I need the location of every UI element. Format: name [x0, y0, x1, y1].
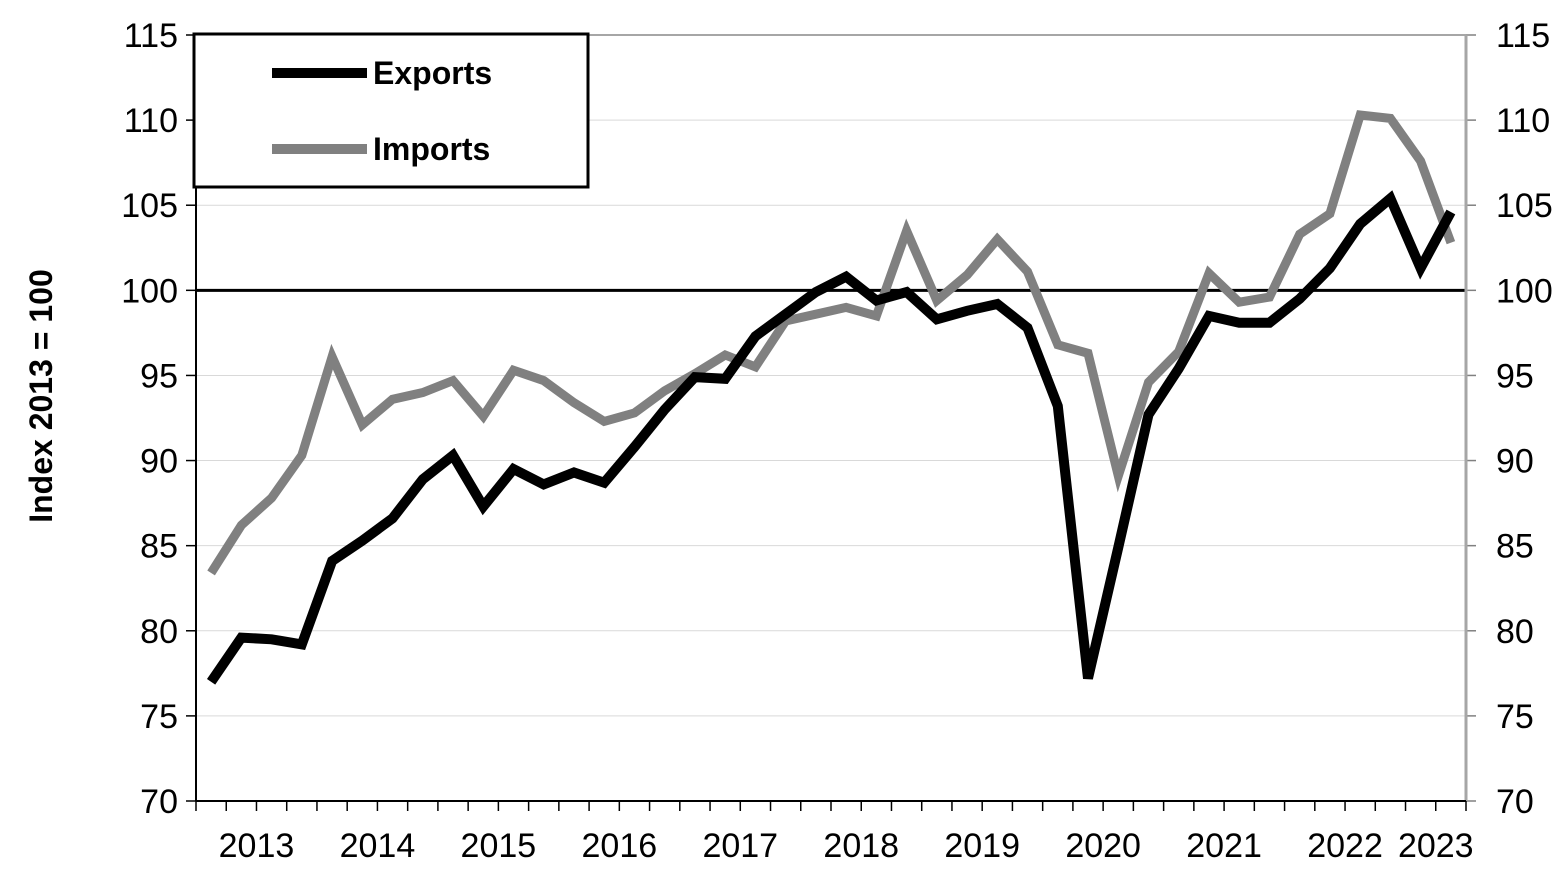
x-tick-label: 2016: [582, 827, 658, 865]
y-tick-label: 90: [140, 443, 178, 481]
y-tick-label-right: 90: [1496, 443, 1534, 481]
y-tick-label: 105: [121, 187, 178, 225]
x-tick-label: 2014: [340, 827, 416, 865]
y-tick-label-right: 95: [1496, 357, 1534, 395]
y-tick-label-right: 75: [1496, 698, 1534, 736]
legend: Exports Imports: [192, 32, 590, 189]
y-axis-title: Index 2013 = 100: [23, 269, 59, 523]
series-line-imports: [207, 110, 1456, 576]
x-tick-label: 2015: [461, 827, 537, 865]
y-tick-label-right: 110: [1496, 102, 1550, 140]
y-tick-label-right: 105: [1496, 187, 1553, 225]
y-tick-label-right: 115: [1496, 17, 1550, 55]
y-tick-label: 115: [124, 17, 178, 55]
legend-box: [192, 32, 590, 189]
x-tick-label: 2013: [219, 827, 295, 865]
x-tick-label: 2021: [1186, 827, 1262, 865]
y-tick-label: 75: [140, 698, 178, 736]
series-line-exports: [206, 190, 1456, 685]
x-tick-label: 2018: [823, 827, 899, 865]
legend-label-exports: Exports: [373, 55, 492, 91]
x-tick-label: 2019: [944, 827, 1020, 865]
axes: 70 70 75 75 80 80 85 85 90 90 95 95 100 100 105 105 110 1…: [121, 17, 1552, 865]
legend-label-imports: Imports: [373, 131, 490, 167]
y-tick-label-right: 70: [1496, 783, 1534, 821]
y-tick-label: 110: [124, 102, 178, 140]
x-tick-label: 2017: [702, 827, 778, 865]
x-tick-label: 2023: [1398, 827, 1474, 865]
y-tick-label: 85: [140, 528, 178, 566]
x-tick-label: 2022: [1307, 827, 1383, 865]
y-tick-label: 100: [121, 272, 178, 310]
y-tick-label-right: 85: [1496, 528, 1534, 566]
y-tick-label-right: 100: [1496, 272, 1553, 310]
gridlines: [196, 119, 1466, 717]
y-tick-label: 80: [140, 613, 178, 651]
y-tick-label: 95: [140, 357, 178, 395]
x-tick-label: 2020: [1065, 827, 1141, 865]
y-tick-label-right: 80: [1496, 613, 1534, 651]
series-lines: [206, 110, 1456, 685]
y-tick-label: 70: [140, 783, 178, 821]
